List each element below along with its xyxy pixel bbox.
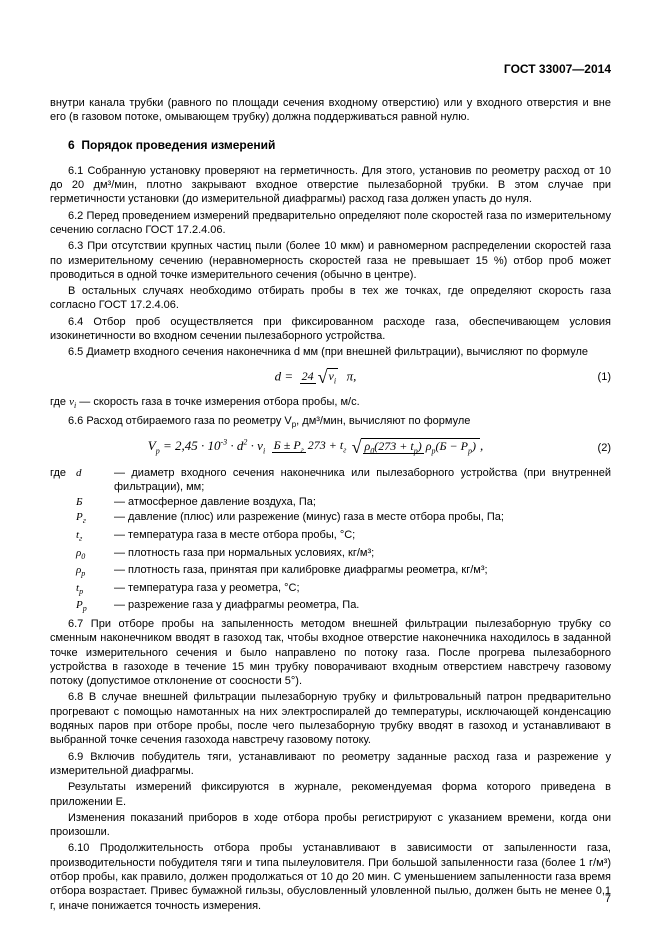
definition-text: — температура газа в месте отбора пробы,… xyxy=(114,528,611,545)
definition-row: ρр — плотность газа, принятая при калибр… xyxy=(50,563,611,580)
paragraph-6-10: 6.10 Продолжительность отбора пробы уста… xyxy=(50,841,611,912)
paragraph-6-1: 6.1 Собранную установку проверяют на гер… xyxy=(50,164,611,207)
formula-1: d = 24√vi π, (1) xyxy=(50,366,611,389)
definition-text: — температура газа у реометра, °С; xyxy=(114,581,611,598)
paragraph-6-9: 6.9 Включив побудитель тяги, устанавлива… xyxy=(50,750,611,779)
definition-row: где d — диаметр входного сечения наконеч… xyxy=(50,466,611,495)
definition-row: tр — температура газа у реометра, °С; xyxy=(50,581,611,598)
definition-symbol: d xyxy=(70,466,114,495)
definition-symbol: tг xyxy=(70,528,114,545)
definition-symbol: ρр xyxy=(70,563,114,580)
definition-text: — плотность газа при нормальных условиях… xyxy=(114,546,611,563)
section-number: 6 xyxy=(68,138,75,152)
formula-2: Vр = 2,45 · 10-3 · d2 · vi Б ± Pг273 + t… xyxy=(50,436,611,459)
section-heading: Порядок проведения измерений xyxy=(81,138,275,152)
definition-symbol: tр xyxy=(70,581,114,598)
paragraph-6-6: 6.6 Расход отбираемого газа по реометру … xyxy=(50,414,611,431)
paragraph-6-3-cont: В остальных случаях необходимо отбирать … xyxy=(50,284,611,313)
paragraph-6-7: 6.7 При отборе пробы на запыленность мет… xyxy=(50,617,611,688)
document-header: ГОСТ 33007—2014 xyxy=(50,62,611,78)
definition-row: Б — атмосферное давление воздуха, Па; xyxy=(50,495,611,509)
definition-text: — разрежение газа у диафрагмы реометра, … xyxy=(114,598,611,615)
definition-row: Pр — разрежение газа у диафрагмы реометр… xyxy=(50,598,611,615)
definition-symbol: Pг xyxy=(70,510,114,527)
definition-symbol: Б xyxy=(70,495,114,509)
paragraph-6-8: 6.8 В случае внешней фильтрации пылезабо… xyxy=(50,690,611,747)
where-vi: где vi — скорость газа в точке измерения… xyxy=(50,395,611,412)
definitions-list: где d — диаметр входного сечения наконеч… xyxy=(50,466,611,615)
definition-symbol: Pр xyxy=(70,598,114,615)
paragraph-changes: Изменения показаний приборов в ходе отбо… xyxy=(50,811,611,840)
definition-text: — атмосферное давление воздуха, Па; xyxy=(114,495,611,509)
document-page: ГОСТ 33007—2014 внутри канала трубки (ра… xyxy=(0,0,661,936)
paragraph-6-3: 6.3 При отсутствии крупных частиц пыли (… xyxy=(50,239,611,282)
definition-row: Pг — давление (плюс) или разрежение (мин… xyxy=(50,510,611,527)
formula-1-number: (1) xyxy=(581,370,611,384)
definition-text: — давление (плюс) или разрежение (минус)… xyxy=(114,510,611,527)
formula-2-body: Vр = 2,45 · 10-3 · d2 · vi Б ± Pг273 + t… xyxy=(50,436,581,459)
definition-symbol: ρ0 xyxy=(70,546,114,563)
section-6-title: 6 Порядок проведения измерений xyxy=(68,138,611,154)
paragraph-6-5: 6.5 Диаметр входного сечения наконечника… xyxy=(50,345,611,359)
definition-text: — диаметр входного сечения наконечника и… xyxy=(114,466,611,495)
formula-2-number: (2) xyxy=(581,441,611,455)
intro-paragraph: внутри канала трубки (равного по площади… xyxy=(50,96,611,125)
page-number: 7 xyxy=(605,892,611,906)
formula-1-body: d = 24√vi π, xyxy=(50,366,581,389)
paragraph-6-4: 6.4 Отбор проб осуществляется при фиксир… xyxy=(50,315,611,344)
paragraph-results: Результаты измерений фиксируются в журна… xyxy=(50,780,611,809)
definition-text: — плотность газа, принятая при калибровк… xyxy=(114,563,611,580)
definition-row: ρ0 — плотность газа при нормальных услов… xyxy=(50,546,611,563)
paragraph-6-2: 6.2 Перед проведением измерений предвари… xyxy=(50,209,611,238)
definition-row: tг — температура газа в месте отбора про… xyxy=(50,528,611,545)
